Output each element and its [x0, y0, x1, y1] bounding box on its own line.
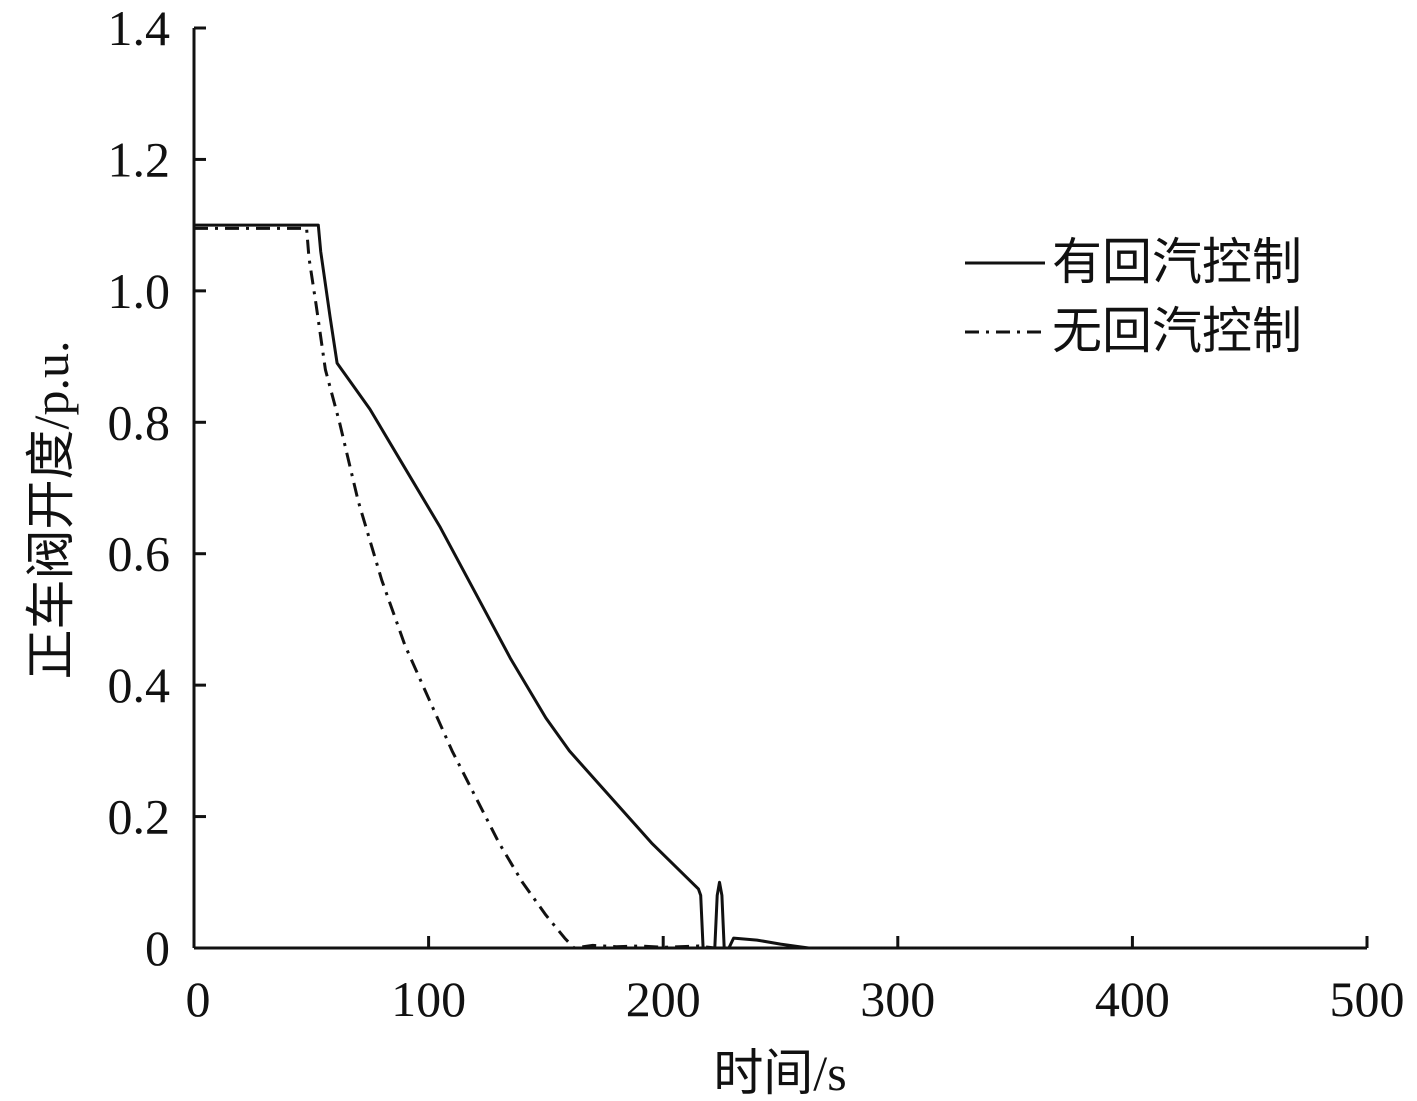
y-tick-label: 0.8 [108, 394, 171, 450]
x-tick-label: 500 [1330, 971, 1405, 1027]
series-layer [194, 223, 1367, 950]
y-tick-label: 1.2 [108, 131, 171, 187]
x-axis-title: 时间/s [713, 1045, 846, 1101]
y-axis-title: 正车阀开度/p.u. [23, 341, 79, 680]
x-tick-label: 0 [186, 971, 211, 1027]
x-axis-ticks: 0 100 200 300 400 500 [186, 936, 1405, 1027]
legend: 有回汽控制 无回汽控制 [965, 234, 1302, 359]
y-axis-ticks: 0 0.2 0.4 0.6 0.8 1.0 1.2 1.4 [108, 0, 206, 976]
x-tick-label: 100 [391, 971, 466, 1027]
series-without-return-steam-line [194, 226, 1367, 950]
legend-label-with-return-steam: 有回汽控制 [1052, 234, 1302, 290]
y-tick-label: 0 [145, 920, 170, 976]
x-tick-label: 400 [1095, 971, 1170, 1027]
y-tick-label: 1.4 [108, 0, 171, 56]
y-tick-label: 0.6 [108, 526, 171, 582]
y-tick-label: 0.4 [108, 657, 171, 713]
y-tick-label: 0.2 [108, 789, 171, 845]
plot-area: 0 0.2 0.4 0.6 0.8 1.0 1.2 1.4 0 100 200 300 400 500 [108, 0, 1405, 1027]
legend-label-without-return-steam: 无回汽控制 [1052, 303, 1302, 359]
x-tick-label: 300 [860, 971, 935, 1027]
y-tick-label: 1.0 [108, 263, 171, 319]
x-tick-label: 200 [626, 971, 701, 1027]
series-with-return-steam-line [194, 223, 1367, 950]
